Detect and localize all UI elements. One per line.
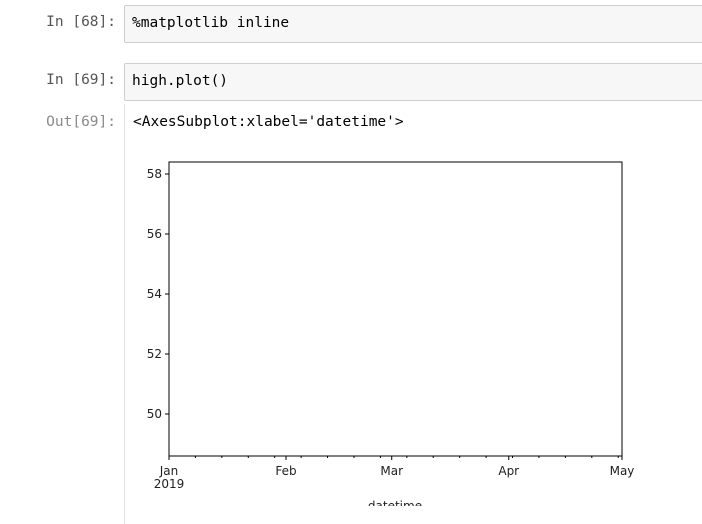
input-prompt-68: In [68]: (46, 14, 116, 30)
x-tick-label: May (610, 464, 635, 478)
x-tick-label: 2019 (154, 477, 185, 491)
y-tick-label: 50 (147, 407, 162, 421)
code-cell-68[interactable]: %matplotlib inline (124, 5, 702, 43)
output-prompt-69: Out[69]: (46, 114, 116, 130)
axes-frame (168, 161, 623, 457)
input-prompt-69: In [69]: (46, 72, 116, 88)
x-tick-label: Apr (498, 464, 519, 478)
code-cell-69[interactable]: high.plot() (124, 63, 702, 101)
x-tick-label: Feb (275, 464, 296, 478)
code-text-68: %matplotlib inline (132, 15, 290, 31)
x-tick-label: Mar (380, 464, 403, 478)
y-tick-label: 58 (147, 167, 162, 181)
code-text-69: high.plot() (132, 73, 229, 89)
y-tick-label: 52 (147, 347, 162, 361)
y-tick-label: 54 (147, 287, 162, 301)
x-tick-label: Jan (159, 464, 179, 478)
output-area: <AxesSubplot:xlabel='datetime'> (124, 104, 702, 524)
y-tick-label: 56 (147, 227, 162, 241)
output-repr: <AxesSubplot:xlabel='datetime'> (133, 114, 404, 130)
x-axis-label: datetime (368, 499, 422, 506)
